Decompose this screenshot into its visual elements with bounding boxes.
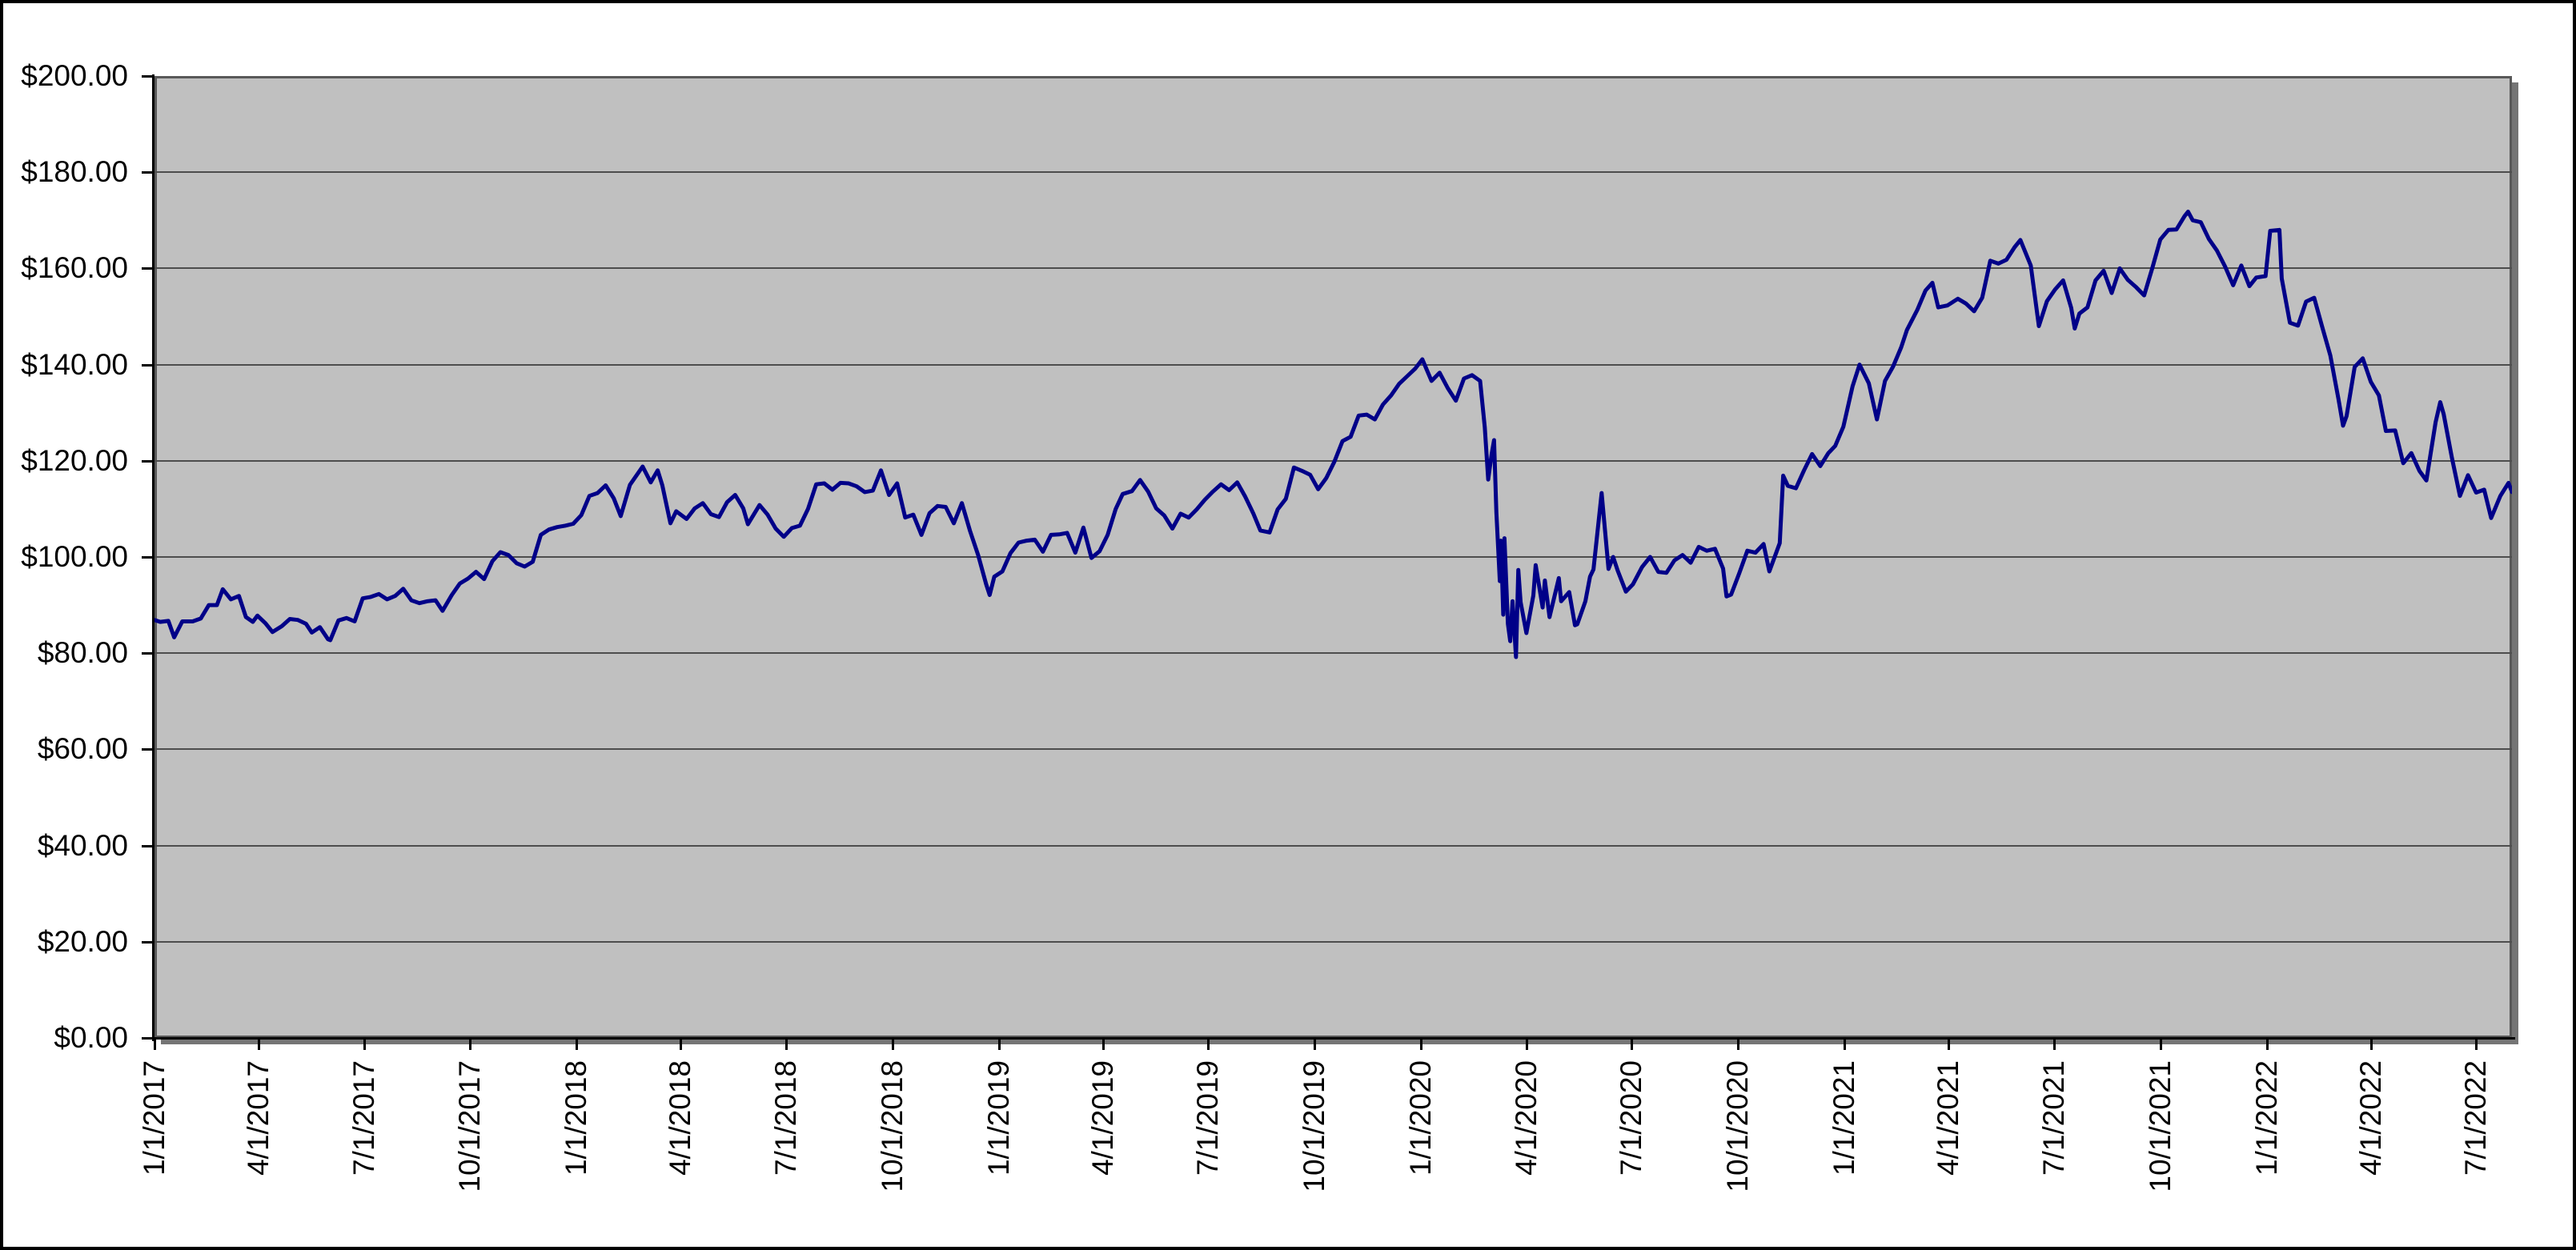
x-tick <box>784 1040 788 1050</box>
x-tick <box>258 1040 261 1050</box>
x-tick <box>1737 1040 1740 1050</box>
price-line-series <box>154 210 2512 659</box>
x-tick <box>2369 1040 2373 1050</box>
x-tick <box>891 1040 894 1050</box>
y-tick <box>142 459 152 463</box>
gridline <box>154 748 2512 751</box>
x-tick <box>2475 1040 2478 1050</box>
y-tick <box>142 267 152 270</box>
y-tick <box>142 940 152 944</box>
x-tick <box>1420 1040 1423 1050</box>
gridline <box>154 652 2512 655</box>
y-tick <box>142 556 152 559</box>
y-tick-label: $80.00 <box>37 636 128 670</box>
y-tick-label: $140.00 <box>21 347 128 381</box>
y-tick <box>142 748 152 751</box>
y-tick <box>142 652 152 655</box>
x-tick <box>2052 1040 2056 1050</box>
price-line-svg <box>154 210 2512 659</box>
x-tick <box>1844 1040 1847 1050</box>
x-tick <box>1314 1040 1317 1050</box>
x-tick <box>997 1040 1001 1050</box>
gridline <box>154 556 2512 558</box>
gridline <box>154 940 2512 943</box>
x-tick <box>1525 1040 1528 1050</box>
x-tick <box>1631 1040 1634 1050</box>
x-tick <box>2265 1040 2269 1050</box>
y-tick <box>142 75 152 78</box>
x-tick <box>1101 1040 1105 1050</box>
x-tick <box>576 1040 579 1050</box>
x-tick <box>469 1040 472 1050</box>
y-tick-label: $100.00 <box>21 540 128 573</box>
x-tick <box>363 1040 366 1050</box>
x-tick <box>1948 1040 1951 1050</box>
y-tick-label: $180.00 <box>21 155 128 189</box>
plot-area <box>154 76 2512 1038</box>
x-tick <box>680 1040 683 1050</box>
x-axis-line <box>152 1037 2515 1040</box>
y-tick <box>142 1037 152 1040</box>
y-tick-label: $60.00 <box>37 732 128 766</box>
x-tick <box>1207 1040 1210 1050</box>
gridline <box>154 363 2512 366</box>
gridline <box>154 267 2512 270</box>
gridline <box>154 844 2512 847</box>
y-tick <box>142 363 152 367</box>
y-tick-label: $40.00 <box>37 828 128 862</box>
y-tick <box>142 171 152 174</box>
y-tick-label: $20.00 <box>37 924 128 958</box>
y-tick <box>142 844 152 847</box>
x-tick <box>154 1040 156 1050</box>
gridline <box>154 171 2512 174</box>
y-tick-label: $200.00 <box>21 59 128 92</box>
y-axis-line <box>152 74 154 1041</box>
y-tick-label: $160.00 <box>21 251 128 285</box>
y-tick-label: $120.00 <box>21 443 128 477</box>
y-tick-label: $0.00 <box>54 1021 128 1054</box>
x-tick <box>2159 1040 2162 1050</box>
